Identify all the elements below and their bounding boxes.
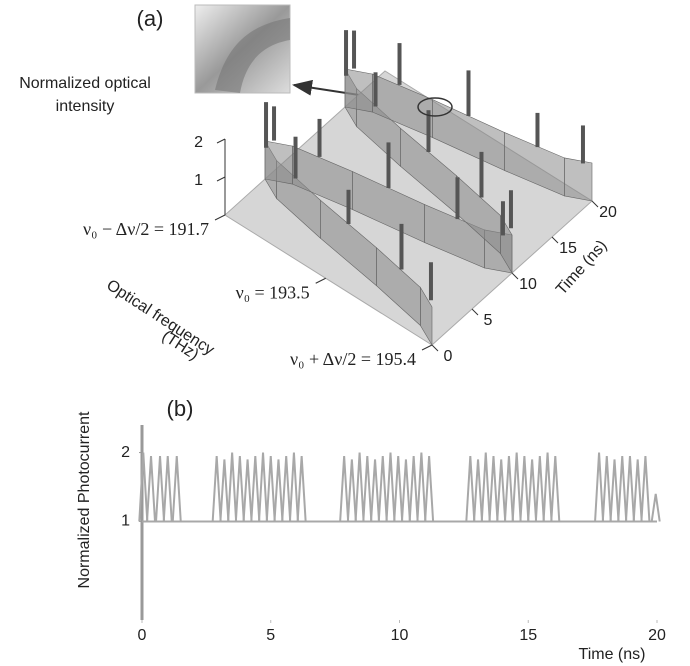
pulse xyxy=(173,456,181,521)
pulse xyxy=(267,456,275,521)
pulse xyxy=(595,453,603,522)
pulse xyxy=(156,456,164,521)
pulse xyxy=(236,456,244,521)
x-tick-label: 20 xyxy=(648,627,666,644)
pulse xyxy=(356,453,364,522)
pulse xyxy=(466,456,474,521)
pulse xyxy=(147,456,155,521)
pulse xyxy=(363,456,371,521)
pulse xyxy=(290,453,298,522)
pulse xyxy=(274,459,282,521)
x-tick xyxy=(472,309,478,315)
y-tick-label: 1 xyxy=(121,513,130,530)
pulse xyxy=(641,456,649,521)
pulse xyxy=(371,459,379,521)
z-tick xyxy=(217,177,225,181)
pulse xyxy=(551,456,559,521)
x-tick xyxy=(552,237,558,243)
y-tick-label: ν₀ = 193.5 xyxy=(236,282,310,302)
y-tick xyxy=(215,215,225,220)
x-tick-label: 5 xyxy=(266,627,275,644)
pulse xyxy=(259,453,267,522)
pulse xyxy=(348,459,356,521)
pulse xyxy=(425,456,433,521)
pulse xyxy=(505,456,513,521)
y-axis-label: Normalized Photocurrent xyxy=(76,411,93,589)
pulse xyxy=(417,453,425,522)
pulse xyxy=(402,459,410,521)
x-axis-label: Time (ns) xyxy=(579,646,646,663)
x-tick-label: 15 xyxy=(559,240,577,257)
wall-segment xyxy=(564,158,592,201)
pulse xyxy=(386,453,394,522)
y-tick xyxy=(316,278,326,283)
z-tick-label: 1 xyxy=(194,172,203,189)
pulse xyxy=(394,456,402,521)
panel-title: (a) xyxy=(137,6,164,31)
pulse xyxy=(220,459,228,521)
pulse xyxy=(244,459,252,521)
annotation: Normalized optical xyxy=(19,75,151,92)
x-tick-label: 5 xyxy=(484,312,493,329)
pulse xyxy=(603,456,611,521)
y-tick xyxy=(422,345,432,350)
x-tick-label: 10 xyxy=(519,276,537,293)
pulse xyxy=(626,456,634,521)
pulse xyxy=(282,456,290,521)
wall-segment xyxy=(345,69,373,112)
y-tick-label: 2 xyxy=(121,444,130,461)
pulse xyxy=(410,456,418,521)
pulse xyxy=(228,453,236,522)
annotation: intensity xyxy=(56,98,115,115)
pulse xyxy=(213,456,221,521)
pulse xyxy=(340,456,348,521)
pulse xyxy=(520,456,528,521)
x-tick xyxy=(432,345,438,351)
pulse xyxy=(544,453,552,522)
pulse xyxy=(164,456,172,521)
pulse xyxy=(474,459,482,521)
pulse xyxy=(251,456,259,521)
pulse xyxy=(298,456,306,521)
x-tick xyxy=(512,273,518,279)
pulse xyxy=(379,456,387,521)
x-tick xyxy=(592,201,598,207)
z-tick-label: 2 xyxy=(194,134,203,151)
figure: (a)Normalized opticalintensity1205101520… xyxy=(0,0,690,666)
z-tick xyxy=(217,139,225,143)
pulse xyxy=(618,456,626,521)
pulse xyxy=(536,456,544,521)
panel-title: (b) xyxy=(167,396,194,421)
x-tick-label: 10 xyxy=(391,627,409,644)
pulse xyxy=(482,453,490,522)
pulse xyxy=(497,459,505,521)
y-axis-label: Optical frequency xyxy=(103,277,217,359)
wall-segment xyxy=(265,141,293,184)
pulse xyxy=(489,456,497,521)
y-tick-label: ν₀ − Δν/2 = 191.7 xyxy=(83,219,209,239)
x-tick-label: 20 xyxy=(599,204,617,221)
x-tick-label: 15 xyxy=(519,627,537,644)
x-tick-label: 0 xyxy=(138,627,147,644)
pulse xyxy=(528,459,536,521)
pulse xyxy=(611,459,619,521)
pulse xyxy=(652,494,660,522)
x-tick-label: 0 xyxy=(444,348,453,365)
y-tick-label: ν₀ + Δν/2 = 195.4 xyxy=(290,349,416,369)
pulse xyxy=(634,459,642,521)
pulse xyxy=(513,453,521,522)
